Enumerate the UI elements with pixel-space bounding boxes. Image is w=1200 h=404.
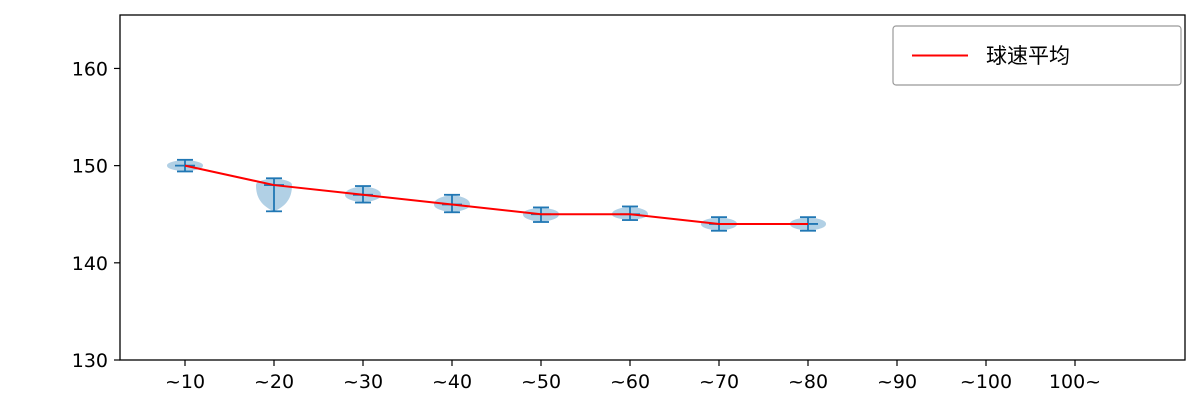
- y-tick-label: 160: [72, 58, 108, 80]
- legend-label: 球速平均: [986, 44, 1070, 68]
- x-tick-label: ~90: [877, 371, 917, 393]
- y-tick-label: 140: [72, 253, 108, 275]
- x-tick-label: ~40: [432, 371, 472, 393]
- x-tick-label: ~50: [521, 371, 561, 393]
- average-speed-line: [184, 164, 808, 225]
- x-tick-label: ~60: [610, 371, 650, 393]
- x-tick-label: ~100: [960, 371, 1012, 393]
- x-tick-label: 100~: [1049, 371, 1101, 393]
- x-tick-label: ~30: [343, 371, 383, 393]
- plot-border: [119, 14, 1186, 361]
- x-tick-label: ~80: [788, 371, 828, 393]
- y-tick-label: 150: [72, 156, 108, 178]
- x-tick-label: ~10: [165, 371, 205, 393]
- x-tick-label: ~70: [699, 371, 739, 393]
- y-tick-label: 130: [72, 350, 108, 372]
- legend-box: [892, 25, 1182, 86]
- x-tick-label: ~20: [254, 371, 294, 393]
